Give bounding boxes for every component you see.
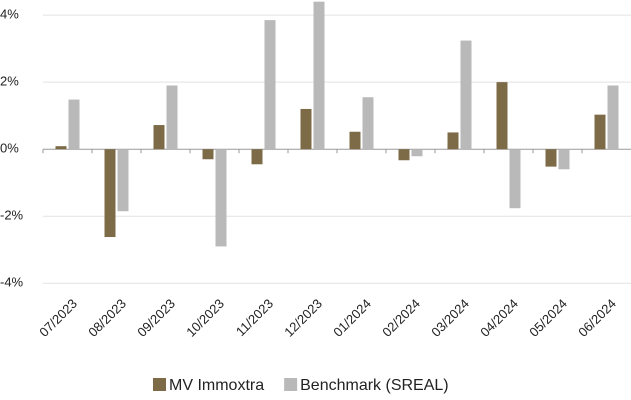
bar	[447, 132, 459, 150]
y-tick-label: -2%	[0, 208, 24, 223]
legend-label: Benchmark (SREAL)	[300, 377, 449, 394]
bar	[362, 97, 374, 150]
bar	[153, 125, 165, 150]
x-tick-label: 07/2023	[36, 296, 80, 340]
bar	[68, 99, 80, 150]
x-tick-label: 04/2024	[477, 296, 521, 340]
bar	[251, 149, 263, 165]
x-tick-label: 12/2023	[281, 296, 325, 340]
bar	[264, 20, 276, 150]
bar	[607, 85, 619, 150]
bar	[460, 40, 472, 150]
legend-label: MV Immoxtra	[169, 377, 264, 394]
bar	[496, 82, 508, 150]
bar	[300, 108, 312, 150]
x-tick-label: 03/2024	[428, 296, 472, 340]
bar	[55, 146, 67, 150]
y-tick-label: 2%	[0, 74, 19, 89]
bar	[117, 149, 129, 212]
bar	[558, 149, 570, 170]
x-tick-label: 11/2023	[233, 296, 276, 339]
bar	[104, 149, 116, 238]
bar	[202, 149, 214, 160]
legend-swatch	[153, 378, 166, 391]
y-tick-label: -4%	[0, 275, 24, 290]
legend-swatch	[284, 378, 298, 391]
bar	[313, 1, 325, 150]
bar	[594, 114, 606, 150]
y-tick-label: 0%	[0, 141, 19, 156]
x-tick-label: 06/2024	[575, 296, 619, 340]
x-tick-label: 05/2024	[526, 296, 570, 340]
x-tick-label: 10/2023	[183, 296, 227, 340]
x-tick-label: 01/2024	[330, 296, 374, 340]
legend: MV Immoxtra Benchmark (SREAL)	[153, 377, 449, 394]
x-tick-label: 02/2024	[379, 296, 423, 340]
bar	[398, 149, 410, 161]
bar	[509, 149, 521, 209]
x-tick-label: 09/2023	[134, 296, 178, 340]
bar	[166, 85, 178, 150]
x-tick-label: 08/2023	[85, 296, 129, 340]
bar	[545, 149, 557, 167]
bar	[411, 149, 423, 157]
bar	[349, 131, 361, 150]
bar	[215, 149, 227, 247]
y-tick-label: 4%	[0, 7, 19, 22]
